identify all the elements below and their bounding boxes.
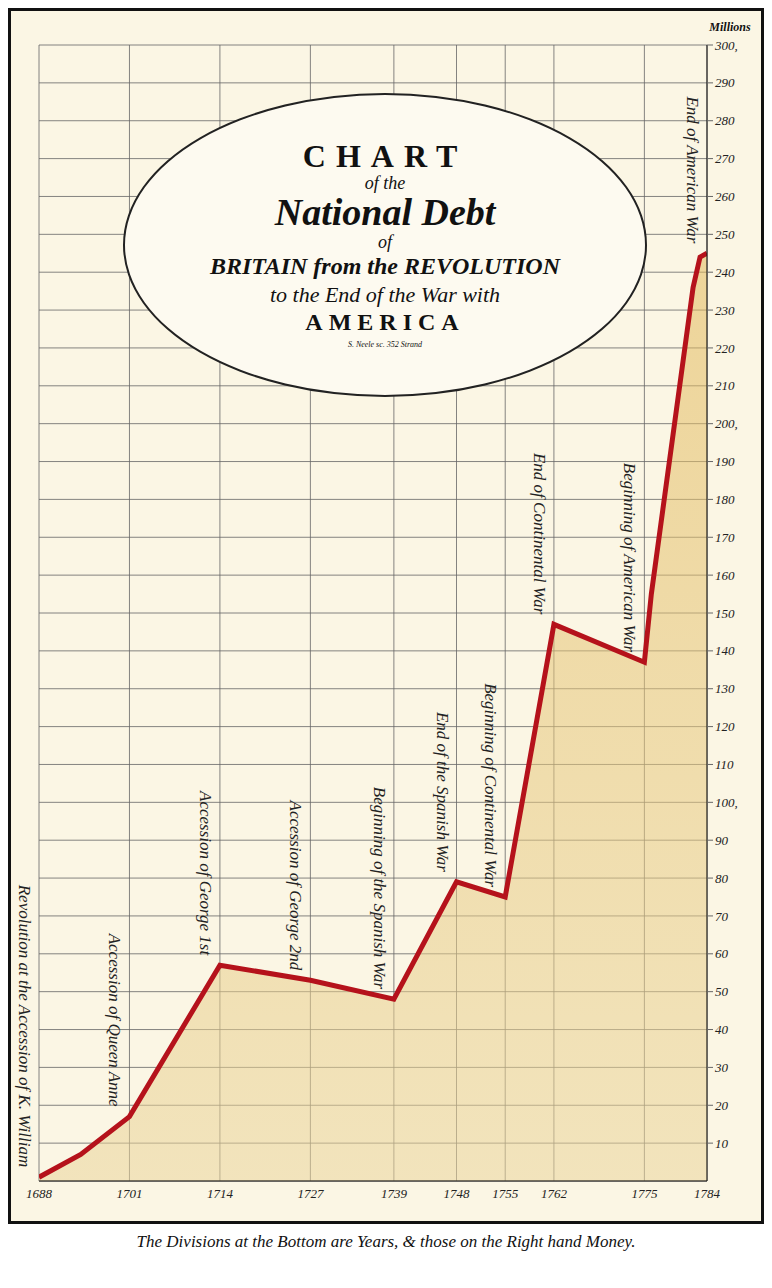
- svg-text:End of Continental War: End of Continental War: [530, 452, 549, 615]
- svg-text:280: 280: [715, 113, 735, 128]
- svg-text:120: 120: [715, 719, 735, 734]
- svg-text:1755: 1755: [492, 1186, 519, 1201]
- html-text:The Divisions at the Bottom ar: The Divisions at the Bottom are Years, &…: [136, 1232, 636, 1251]
- svg-text:180: 180: [715, 492, 735, 507]
- svg-text:Beginning of American War: Beginning of American War: [620, 463, 639, 653]
- svg-text:Millions: Millions: [708, 20, 751, 34]
- svg-text:1762: 1762: [541, 1186, 568, 1201]
- html-text:S. Neele sc. 352 Strand: S. Neele sc. 352 Strand: [347, 340, 423, 350]
- html-text:AMERICA: AMERICA: [305, 309, 465, 335]
- html-text:CHART: CHART: [302, 138, 468, 175]
- svg-text:300,: 300,: [714, 38, 738, 53]
- svg-text:210: 210: [715, 378, 735, 393]
- svg-text:110: 110: [715, 757, 734, 772]
- html-text:of: of: [378, 231, 392, 252]
- svg-text:1714: 1714: [207, 1186, 234, 1201]
- svg-text:20: 20: [715, 1098, 729, 1113]
- svg-text:270: 270: [715, 151, 735, 166]
- svg-text:Beginning of the Spanish War: Beginning of the Spanish War: [370, 787, 389, 990]
- svg-text:40: 40: [715, 1022, 729, 1037]
- svg-text:1748: 1748: [444, 1186, 471, 1201]
- svg-text:1775: 1775: [631, 1186, 658, 1201]
- svg-text:1739: 1739: [381, 1186, 408, 1201]
- svg-text:80: 80: [715, 871, 729, 886]
- svg-text:290: 290: [715, 75, 735, 90]
- svg-text:1784: 1784: [694, 1186, 721, 1201]
- html-text:of the: of the: [364, 173, 406, 193]
- svg-text:140: 140: [715, 643, 735, 658]
- svg-text:Revolution at the Accession of: Revolution at the Accession of K. Willia…: [15, 884, 34, 1168]
- svg-text:260: 260: [715, 189, 735, 204]
- svg-text:160: 160: [715, 568, 735, 583]
- html-text:to the End of the War with: to the End of the War with: [269, 281, 501, 307]
- svg-text:170: 170: [715, 530, 735, 545]
- svg-text:60: 60: [715, 946, 729, 961]
- svg-text:50: 50: [715, 984, 729, 999]
- svg-text:250: 250: [715, 227, 735, 242]
- svg-text:Accession of George 2nd: Accession of George 2nd: [286, 799, 305, 970]
- svg-text:70: 70: [715, 909, 729, 924]
- html-text:National Debt: National Debt: [274, 190, 496, 233]
- svg-text:End of American War: End of American War: [683, 95, 702, 243]
- svg-text:1688: 1688: [26, 1186, 53, 1201]
- svg-text:220: 220: [715, 341, 735, 356]
- svg-text:1727: 1727: [297, 1186, 324, 1201]
- svg-text:190: 190: [715, 454, 735, 469]
- svg-text:130: 130: [715, 681, 735, 696]
- svg-text:10: 10: [715, 1136, 729, 1151]
- svg-text:200,: 200,: [715, 416, 738, 431]
- svg-text:30: 30: [714, 1060, 729, 1075]
- svg-text:150: 150: [715, 606, 735, 621]
- svg-text:Beginning of Continental War: Beginning of Continental War: [481, 683, 500, 887]
- svg-text:100,: 100,: [715, 795, 738, 810]
- svg-text:End of the Spanish War: End of the Spanish War: [433, 711, 452, 872]
- svg-text:1701: 1701: [116, 1186, 142, 1201]
- svg-text:230: 230: [715, 303, 735, 318]
- svg-text:240: 240: [715, 265, 735, 280]
- svg-text:90: 90: [715, 833, 729, 848]
- svg-text:Accession of Queen Anne: Accession of Queen Anne: [105, 933, 124, 1107]
- html-text:BRITAIN from the REVOLUTION: BRITAIN from the REVOLUTION: [210, 252, 560, 279]
- svg-text:Accession of George 1st: Accession of George 1st: [196, 790, 215, 956]
